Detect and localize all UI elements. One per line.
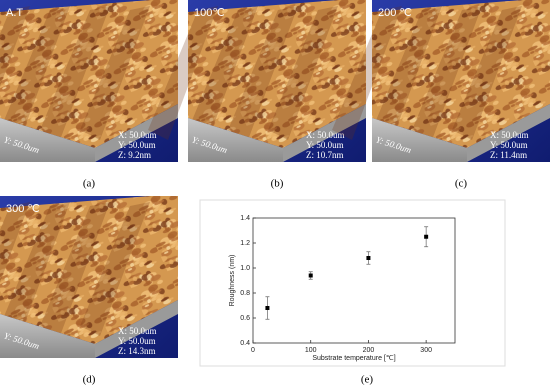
x-tick-label: 200 xyxy=(363,347,375,354)
afm-ridge-shadow xyxy=(0,202,70,336)
afm-ridge-shadow xyxy=(148,6,218,140)
data-point xyxy=(265,306,270,310)
x-axis-label: Substrate temperature [℃] xyxy=(312,355,395,362)
afm-surface xyxy=(0,0,178,148)
scan-x: X: 50.0um xyxy=(118,130,157,140)
plot-area xyxy=(252,217,456,344)
afm-ridge-shadow xyxy=(40,202,110,336)
scan-z: Z: 11.4nm xyxy=(490,150,527,160)
panel-title: 200 ℃ xyxy=(378,7,412,19)
afm-side xyxy=(0,314,95,358)
afm-side xyxy=(95,104,178,162)
scan-z: Z: 10.7nm xyxy=(306,150,344,160)
panel-title: 100℃ xyxy=(194,7,225,19)
y-tick-label: 1.2 xyxy=(240,240,250,247)
afm-surface xyxy=(188,0,366,148)
panel-label: (e) xyxy=(361,374,374,386)
scan-y: Y: 50.0um xyxy=(118,336,156,346)
chart-frame xyxy=(199,199,506,367)
scan-x: X: 50.0um xyxy=(306,130,345,140)
afm-ridge-shadow xyxy=(412,6,482,140)
y-tick-label: 1.0 xyxy=(240,265,250,272)
scan-z: Z: 9.2nm xyxy=(118,150,151,160)
panel-label: (a) xyxy=(83,178,96,190)
afm-side xyxy=(188,118,283,162)
scan-y: Y: 50.0um xyxy=(306,140,344,150)
afm-ridge-shadow xyxy=(0,6,30,87)
afm-surface xyxy=(372,0,550,148)
scan-y: Y: 50.0um xyxy=(118,140,156,150)
panel-label: (c) xyxy=(455,178,468,190)
x-tick-label: 300 xyxy=(420,347,432,354)
afm-ridge-shadow xyxy=(80,202,150,336)
afm-ridge-shadow xyxy=(268,6,338,140)
scan-x: X: 50.0um xyxy=(490,130,529,140)
y-tick-label: 0.8 xyxy=(240,290,250,297)
afm-ridge-shadow xyxy=(372,6,442,140)
x-tick-label: 0 xyxy=(251,347,255,354)
afm-ridge-shadow xyxy=(332,6,402,140)
scan-x: X: 50.0um xyxy=(118,326,157,336)
scan-y: Y: 50.0um xyxy=(490,140,528,150)
afm-side xyxy=(0,118,95,162)
afm-side xyxy=(95,300,178,358)
afm-ridge-shadow xyxy=(80,6,150,140)
panel-title: A.T xyxy=(6,7,23,19)
x-tick-label: 100 xyxy=(305,347,317,354)
y-tick-label: 0.4 xyxy=(240,340,250,347)
data-point xyxy=(366,256,371,260)
y-axis-label: Roughness (nm) xyxy=(229,255,236,307)
panel-label: (d) xyxy=(83,374,96,386)
y-tick-label: 1.4 xyxy=(240,215,250,222)
afm-ridge-shadow xyxy=(188,6,258,140)
afm-side xyxy=(467,104,550,162)
afm-side xyxy=(372,118,467,162)
afm-ridge-shadow xyxy=(452,6,522,140)
afm-ridge-shadow xyxy=(40,6,110,140)
data-point xyxy=(424,234,429,239)
afm-surface xyxy=(0,196,178,344)
panel-title: 300 ℃ xyxy=(6,203,40,215)
afm-side xyxy=(283,104,366,162)
y-tick-label: 0.6 xyxy=(240,315,250,322)
scan-z: Z: 14.3nm xyxy=(118,346,156,356)
data-point xyxy=(308,273,313,278)
afm-ridge-shadow xyxy=(0,6,70,140)
afm-ridge-shadow xyxy=(228,6,298,140)
panel-label: (b) xyxy=(271,178,284,190)
